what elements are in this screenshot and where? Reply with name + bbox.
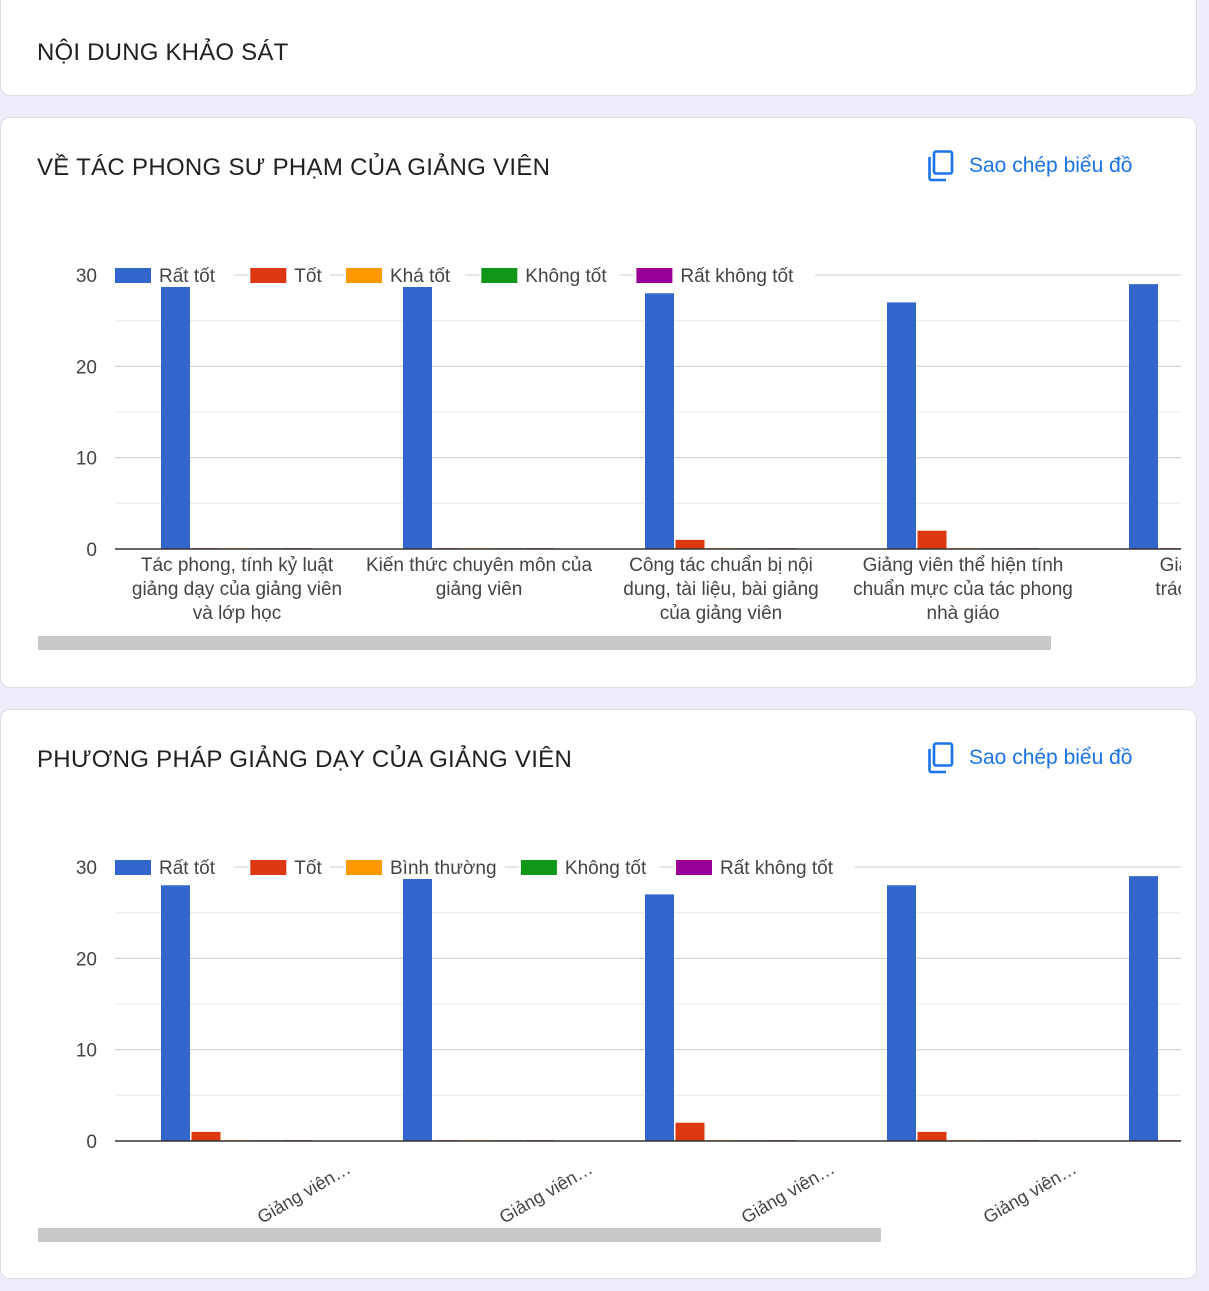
legend-swatch: [115, 860, 151, 875]
bar: [675, 539, 705, 549]
bar: [161, 885, 190, 1141]
x-tick-label: Tác phong, tính kỷ luật: [141, 555, 334, 576]
bars-group: [161, 876, 1196, 1141]
legend-swatch: [346, 860, 382, 875]
bar-chart: 0 10 20 30 Rất tốt Tốt Bình thường Không tốt Rất…: [76, 855, 1196, 1227]
legend-label: Rất tốt: [159, 858, 216, 879]
x-tick-label: giảng dạy của giảng viên: [132, 579, 342, 600]
copy-chart-label: Sao chép biểu đồ: [969, 154, 1133, 177]
legend-label: Rất không tốt: [680, 266, 794, 287]
bars-group: [161, 284, 1196, 549]
x-tick-label: trách nhiệm: [1155, 579, 1196, 600]
bar-chart: 0 10 20 30 Rất tốt Tốt Khá tốt Không tốt Rất khô…: [76, 263, 1196, 624]
bar: [1129, 876, 1158, 1141]
legend-swatch: [250, 268, 287, 283]
x-tick-label: Giảng viên…: [980, 1158, 1080, 1227]
bar: [887, 885, 916, 1141]
copy-chart-label: Sao chép biểu đồ: [969, 746, 1133, 769]
y-tick-label: 30: [76, 858, 97, 879]
legend-label: Không tốt: [525, 266, 607, 287]
bar: [1190, 1140, 1196, 1141]
chart-title: PHƯƠNG PHÁP GIẢNG DẠY CỦA GIẢNG VIÊN: [37, 746, 573, 773]
x-tick-label: Giảng viên…: [254, 1158, 354, 1227]
copy-chart-button[interactable]: Sao chép biểu đồ: [927, 741, 1132, 775]
x-tick-label: Giảng viên…: [496, 1158, 596, 1227]
legend-swatch: [676, 860, 712, 875]
y-tick-label: 20: [76, 357, 97, 378]
bar: [191, 1131, 221, 1141]
legend-swatch: [520, 860, 557, 875]
y-tick-label: 10: [76, 1041, 97, 1062]
bar: [887, 302, 916, 549]
chart-card-teaching-manner: VỀ TÁC PHONG SƯ PHẠM CỦA GIẢNG VIÊN Sao …: [0, 117, 1197, 688]
bar: [675, 1122, 705, 1141]
x-tick-label: của giảng viên: [660, 603, 783, 624]
bar: [1190, 548, 1196, 549]
chart-title: VỀ TÁC PHONG SƯ PHẠM CỦA GIẢNG VIÊN: [37, 154, 551, 181]
section-title: NỘI DUNG KHẢO SÁT: [37, 39, 289, 66]
bar: [161, 284, 190, 549]
bar: [645, 293, 674, 549]
chart-horizontal-scrollbar[interactable]: [38, 1228, 881, 1242]
bar: [403, 876, 432, 1141]
x-tick-label: Giảng viên…: [738, 1158, 838, 1227]
copy-icon: [928, 150, 954, 182]
y-tick-label: 0: [86, 1132, 97, 1153]
x-labels-group: Tác phong, tính kỷ luật giảng dạy của giả…: [132, 555, 1196, 624]
legend-swatch: [636, 268, 673, 283]
x-tick-label: Kiến thức chuyên môn của: [366, 555, 593, 576]
x-labels-group: Giảng viên… Giảng viên… Giảng viên… Giảng v…: [254, 1158, 1080, 1227]
y-tick-label: 20: [76, 949, 97, 970]
legend-label: Khá tốt: [390, 266, 451, 287]
legend-swatch: [481, 268, 518, 283]
x-tick-label: Công tác chuẩn bị nội: [629, 555, 813, 576]
legend-label: Không tốt: [565, 858, 647, 879]
bar: [403, 284, 432, 549]
legend-label: Rất không tốt: [720, 858, 834, 879]
x-tick-label: Giảng viên: [1160, 555, 1196, 576]
chart-card-teaching-method: PHƯƠNG PHÁP GIẢNG DẠY CỦA GIẢNG VIÊN Sao…: [0, 709, 1197, 1279]
copy-chart-button[interactable]: Sao chép biểu đồ: [927, 149, 1132, 183]
bar: [1129, 284, 1158, 549]
legend-swatch: [250, 860, 287, 875]
x-tick-label: nhà giáo: [927, 603, 1000, 624]
bar: [917, 1131, 947, 1141]
legend-swatch: [115, 268, 151, 283]
legend-label: Bình thường: [390, 858, 497, 879]
x-tick-label: giảng viên: [436, 579, 523, 600]
y-tick-label: 0: [86, 540, 97, 561]
x-tick-label: chuẩn mực của tác phong: [853, 579, 1073, 600]
bar: [917, 530, 947, 549]
y-tick-label: 30: [76, 266, 97, 287]
legend-label: Tốt: [294, 266, 322, 287]
bar: [645, 894, 674, 1141]
x-tick-label: và lớp học: [193, 603, 282, 624]
legend-label: Rất tốt: [159, 266, 216, 287]
survey-section-header: NỘI DUNG KHẢO SÁT: [0, 0, 1197, 96]
copy-icon: [928, 742, 954, 774]
legend-swatch: [346, 268, 382, 283]
x-tick-label: dung, tài liệu, bài giảng: [623, 579, 818, 600]
y-tick-label: 10: [76, 449, 97, 470]
chart-horizontal-scrollbar[interactable]: [38, 636, 1051, 650]
x-tick-label: Giảng viên thể hiện tính: [863, 555, 1064, 576]
legend-label: Tốt: [294, 858, 322, 879]
